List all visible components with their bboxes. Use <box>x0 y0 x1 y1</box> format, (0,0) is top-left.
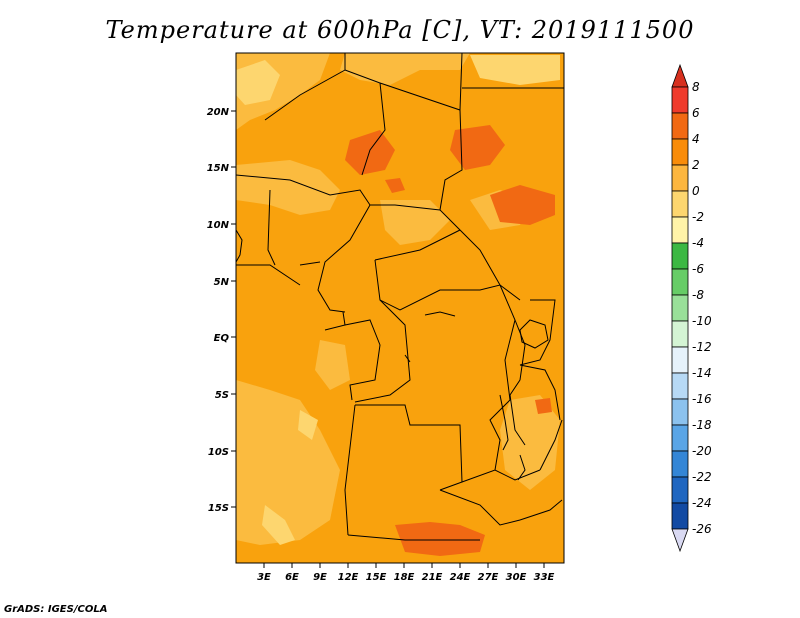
lat-label: 15N <box>207 163 230 174</box>
lat-label: 5N <box>214 277 230 288</box>
lat-label: 20N <box>207 107 230 118</box>
colorbar-label: 6 <box>692 106 700 120</box>
colorbar-segment <box>671 190 689 218</box>
map-title: Temperature at 600hPa [C], VT: 201911150… <box>105 16 695 44</box>
credit-text: GrADS: IGES/COLA <box>4 604 108 615</box>
lon-tick-marks <box>263 563 545 568</box>
colorbar-label: -8 <box>692 288 704 302</box>
lon-label: 9E <box>313 572 327 583</box>
map-frame <box>235 52 565 564</box>
lakes <box>404 311 549 481</box>
country-borders <box>235 52 564 541</box>
colorbar-segment <box>671 476 689 504</box>
colorbar-top-arrow <box>671 63 689 88</box>
lat-tick-marks <box>231 110 236 508</box>
colorbar-segment <box>671 242 689 270</box>
lat-label: EQ <box>214 333 230 344</box>
colorbar-label: -6 <box>692 262 704 276</box>
lon-label: 3E <box>257 572 271 583</box>
hot-patches <box>345 125 555 556</box>
colorbar-segment <box>671 320 689 348</box>
colorbar-segment <box>671 164 689 192</box>
colorbar-label: -18 <box>692 418 712 432</box>
colorbar-label: -4 <box>692 236 704 250</box>
colorbar-label: 2 <box>692 158 700 172</box>
lon-label: 27E <box>478 572 499 583</box>
colorbar-segment <box>671 138 689 166</box>
lat-labels: 20N 15N 10N 5N EQ 5S 10S 15S <box>207 107 230 514</box>
coastline <box>235 229 243 263</box>
colorbar-label: 4 <box>692 132 700 146</box>
colorbar-segment <box>671 372 689 400</box>
lon-label: 15E <box>366 572 387 583</box>
colorbar-segment <box>671 450 689 478</box>
lon-label: 21E <box>422 572 443 583</box>
lat-label: 10S <box>208 447 229 458</box>
colorbar-label: 0 <box>692 184 700 198</box>
lon-labels: 3E 6E 9E 12E 15E 18E 21E 24E 27E 30E 33E <box>257 572 554 583</box>
colorbar-label: -22 <box>692 470 712 484</box>
colorbar-label: -10 <box>692 314 712 328</box>
colorbar-segment <box>671 216 689 244</box>
lat-label: 15S <box>208 503 229 514</box>
lon-label: 12E <box>338 572 359 583</box>
colorbar-label: -2 <box>692 210 704 224</box>
colorbar-label: -26 <box>692 522 712 536</box>
lat-label: 10N <box>207 220 230 231</box>
lon-label: 18E <box>394 572 415 583</box>
colorbar-segment <box>671 502 689 530</box>
lon-label: 6E <box>285 572 299 583</box>
colorbar-segment <box>671 112 689 140</box>
colorbar-segment <box>671 294 689 322</box>
colorbar-segment <box>671 346 689 374</box>
colorbar-label: -14 <box>692 366 712 380</box>
colorbar-segment <box>671 398 689 426</box>
colorbar-segment <box>671 424 689 452</box>
colorbar-label: -16 <box>692 392 712 406</box>
colorbar-label: -24 <box>692 496 712 510</box>
lon-label: 24E <box>450 572 471 583</box>
colorbar: 8 6 4 2 0 -2 -4 -6 -8 -10 -12 -14 -16 -18 -20 -22 -24 -26 <box>671 63 712 553</box>
map-panel <box>235 52 565 564</box>
lat-label: 5S <box>215 390 229 401</box>
colorbar-segment <box>671 86 689 114</box>
lon-label: 33E <box>534 572 555 583</box>
colorbar-label: -20 <box>692 444 712 458</box>
pale-yellow-regions <box>236 55 560 545</box>
colorbar-label: 8 <box>692 80 700 94</box>
colorbar-bottom-arrow <box>671 528 689 553</box>
colorbar-segment <box>671 268 689 296</box>
lon-label: 30E <box>506 572 527 583</box>
colorbar-label: -12 <box>692 340 712 354</box>
